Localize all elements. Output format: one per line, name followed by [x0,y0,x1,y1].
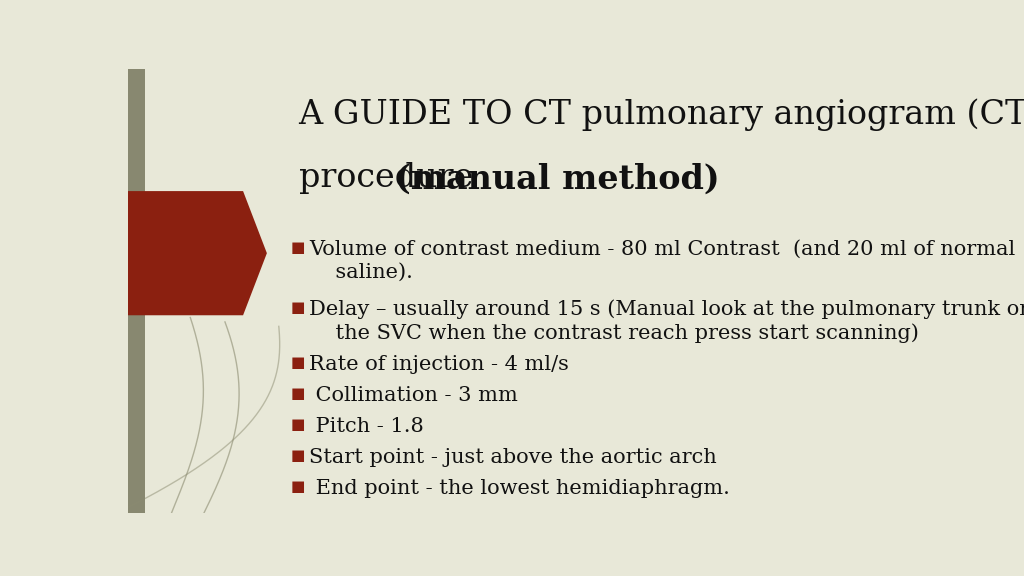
Text: procedure: procedure [299,162,495,194]
Text: ■: ■ [291,386,305,401]
Text: Volume of contrast medium - 80 ml Contrast  (and 20 ml of normal
    saline).: Volume of contrast medium - 80 ml Contra… [309,240,1015,282]
Text: End point - the lowest hemidiaphragm.: End point - the lowest hemidiaphragm. [309,479,730,498]
Text: ■: ■ [291,355,305,370]
Text: Collimation - 3 mm: Collimation - 3 mm [309,386,518,406]
Text: Pitch - 1.8: Pitch - 1.8 [309,417,424,436]
Polygon shape [128,191,267,315]
Text: (manual method): (manual method) [395,162,720,195]
Text: ■: ■ [291,417,305,432]
Text: ■: ■ [291,479,305,494]
Text: A GUIDE TO CT pulmonary angiogram (CTPA): A GUIDE TO CT pulmonary angiogram (CTPA) [299,98,1024,131]
Text: ■: ■ [291,448,305,463]
Text: ■: ■ [291,300,305,314]
Text: ■: ■ [291,240,305,255]
Text: Rate of injection - 4 ml/s: Rate of injection - 4 ml/s [309,355,568,374]
Text: Start point - just above the aortic arch: Start point - just above the aortic arch [309,448,717,467]
Text: Delay – usually around 15 s (Manual look at the pulmonary trunk or
    the SVC w: Delay – usually around 15 s (Manual look… [309,300,1024,343]
FancyBboxPatch shape [128,69,145,513]
Bar [128,69,145,513]
